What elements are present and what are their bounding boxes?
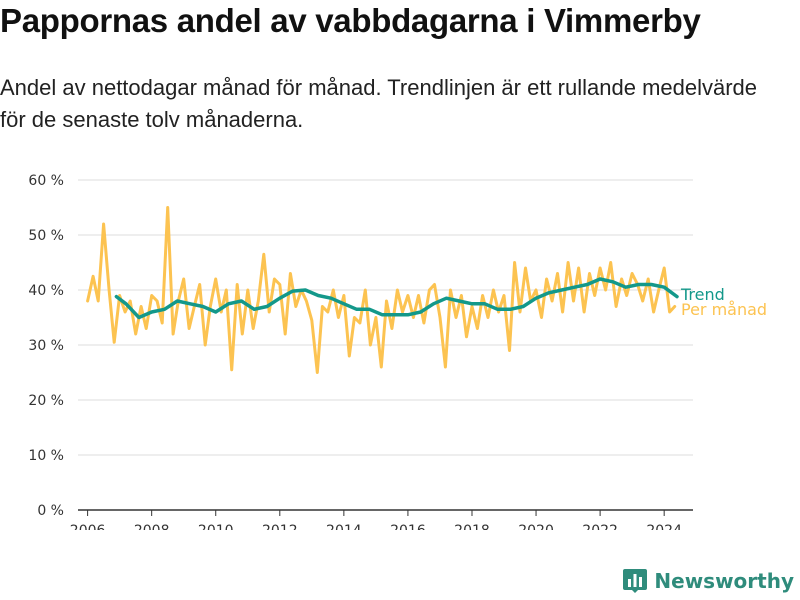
- x-tick-label: 2018: [454, 523, 490, 530]
- x-tick-label: 2006: [70, 523, 106, 530]
- newsworthy-brand: Newsworthy: [622, 568, 794, 594]
- series-line-trend: [114, 277, 679, 320]
- y-tick-label: 30 %: [28, 338, 64, 354]
- legend-label-per-manad: Per månad: [681, 300, 767, 319]
- x-tick-label: 2008: [134, 523, 170, 530]
- x-tick-label: 2016: [390, 523, 426, 530]
- y-axis-tick-labels: 0 % 10 % 20 % 30 % 40 % 50 % 60 %: [28, 173, 64, 519]
- y-tick-label: 60 %: [28, 173, 64, 189]
- y-tick-label: 20 %: [28, 393, 64, 409]
- y-tick-label: 50 %: [28, 228, 64, 244]
- bar-chart-logo-icon: [623, 569, 648, 593]
- y-tick-label: 40 %: [28, 283, 64, 299]
- x-axis: [78, 509, 693, 516]
- x-tick-label: 2022: [582, 523, 618, 530]
- x-axis-tick-labels: 2006 2008 2010 2012 2014 2016 2018 2020 2022 2024: [70, 523, 682, 530]
- chart-title: Pappornas andel av vabbdagarna i Vimmerb…: [0, 2, 701, 39]
- chart-subtitle: Andel av nettodagar månad för månad. Tre…: [0, 75, 758, 132]
- y-tick-label: 0 %: [37, 503, 64, 519]
- x-tick-label: 2010: [198, 523, 234, 530]
- line-chart: 0 % 10 % 20 % 30 % 40 % 50 % 60 % 2006 2008 2010…: [28, 173, 767, 530]
- series-lines: [86, 206, 679, 374]
- x-tick-label: 2014: [326, 523, 362, 530]
- legend-label-trend: Trend: [680, 285, 725, 304]
- x-tick-label: 2012: [262, 523, 298, 530]
- x-tick-label: 2020: [518, 523, 554, 530]
- series-line-per-manad: [86, 206, 677, 374]
- x-tick-label: 2024: [646, 523, 682, 530]
- y-tick-label: 10 %: [28, 448, 64, 464]
- brand-name: Newsworthy: [654, 569, 794, 593]
